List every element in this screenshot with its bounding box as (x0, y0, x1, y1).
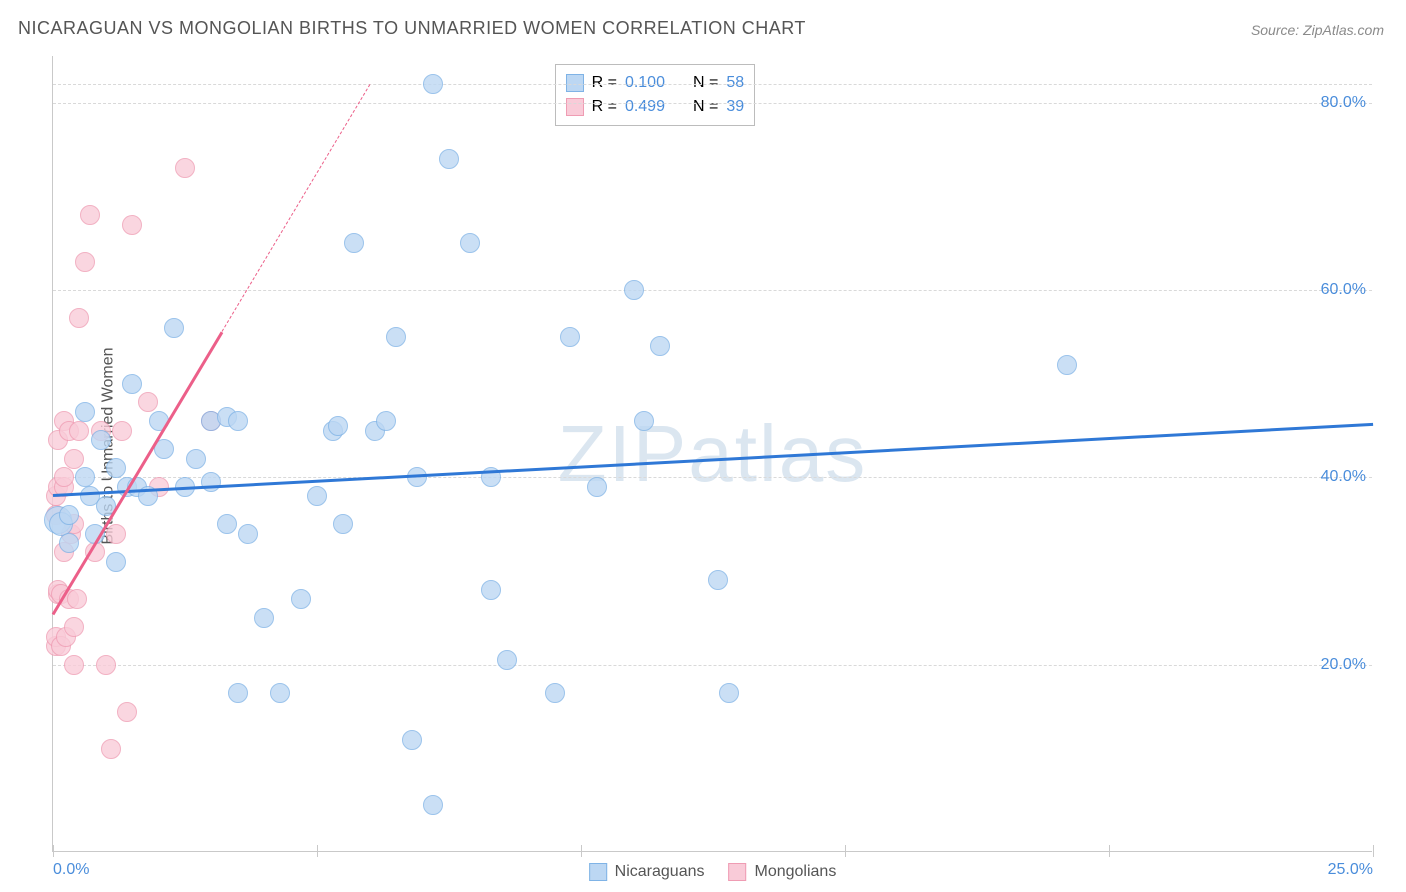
scatter-point-mongolians (117, 702, 137, 722)
scatter-point-nicaraguans (91, 430, 111, 450)
x-tick-mark (1109, 845, 1110, 857)
scatter-point-nicaraguans (307, 486, 327, 506)
scatter-point-nicaraguans (481, 580, 501, 600)
x-tick-mark (845, 845, 846, 857)
legend: Nicaraguans Mongolians (589, 863, 837, 881)
gridline-h (53, 84, 1372, 85)
scatter-point-nicaraguans (270, 683, 290, 703)
scatter-point-mongolians (69, 421, 89, 441)
scatter-point-nicaraguans (423, 74, 443, 94)
chart-title: NICARAGUAN VS MONGOLIAN BIRTHS TO UNMARR… (18, 18, 806, 39)
scatter-point-mongolians (67, 589, 87, 609)
scatter-point-nicaraguans (59, 533, 79, 553)
legend-item: Mongolians (729, 863, 837, 881)
y-tick-label: 60.0% (1321, 281, 1366, 299)
trendline-nicaraguans (53, 423, 1373, 497)
trendline-mongolians-dash (222, 84, 371, 331)
scatter-point-nicaraguans (497, 650, 517, 670)
y-tick-label: 40.0% (1321, 468, 1366, 486)
source-attribution: Source: ZipAtlas.com (1251, 22, 1384, 38)
scatter-point-mongolians (64, 655, 84, 675)
stats-n-value: 58 (726, 71, 744, 95)
scatter-point-mongolians (106, 524, 126, 544)
stats-n-label: N = (693, 95, 718, 119)
scatter-point-nicaraguans (106, 552, 126, 572)
scatter-point-nicaraguans (164, 318, 184, 338)
x-tick-label: 25.0% (1328, 861, 1373, 879)
stats-n-value: 39 (726, 95, 744, 119)
scatter-point-nicaraguans (460, 233, 480, 253)
scatter-point-nicaraguans (587, 477, 607, 497)
y-tick-label: 20.0% (1321, 656, 1366, 674)
gridline-h (53, 290, 1372, 291)
stats-r-value: 0.499 (625, 95, 665, 119)
scatter-point-nicaraguans (75, 467, 95, 487)
scatter-point-nicaraguans (122, 374, 142, 394)
scatter-point-mongolians (122, 215, 142, 235)
gridline-h (53, 103, 1372, 104)
scatter-point-mongolians (64, 617, 84, 637)
scatter-point-mongolians (75, 252, 95, 272)
scatter-point-nicaraguans (344, 233, 364, 253)
scatter-point-nicaraguans (560, 327, 580, 347)
scatter-point-mongolians (96, 655, 116, 675)
x-tick-mark (53, 845, 54, 857)
scatter-point-nicaraguans (1057, 355, 1077, 375)
stats-row: R = 0.499 N = 39 (566, 95, 745, 119)
scatter-point-nicaraguans (634, 411, 654, 431)
x-tick-mark (317, 845, 318, 857)
scatter-point-nicaraguans (291, 589, 311, 609)
legend-swatch (589, 863, 607, 881)
scatter-point-nicaraguans (386, 327, 406, 347)
scatter-point-nicaraguans (217, 514, 237, 534)
stats-swatch (566, 98, 584, 116)
scatter-point-nicaraguans (333, 514, 353, 534)
scatter-point-nicaraguans (59, 505, 79, 525)
stats-r-label: R = (592, 71, 617, 95)
scatter-point-nicaraguans (719, 683, 739, 703)
stats-r-value: 0.100 (625, 71, 665, 95)
scatter-point-nicaraguans (439, 149, 459, 169)
legend-item: Nicaraguans (589, 863, 705, 881)
scatter-point-nicaraguans (328, 416, 348, 436)
scatter-point-nicaraguans (545, 683, 565, 703)
scatter-point-nicaraguans (708, 570, 728, 590)
scatter-point-nicaraguans (650, 336, 670, 356)
scatter-point-nicaraguans (186, 449, 206, 469)
stats-box: R = 0.100 N = 58 R = 0.499 N = 39 (555, 64, 756, 126)
scatter-point-mongolians (64, 449, 84, 469)
scatter-point-mongolians (138, 392, 158, 412)
legend-label: Nicaraguans (615, 863, 705, 881)
scatter-point-nicaraguans (254, 608, 274, 628)
x-tick-label: 0.0% (53, 861, 89, 879)
scatter-point-mongolians (69, 308, 89, 328)
stats-swatch (566, 74, 584, 92)
scatter-point-mongolians (80, 205, 100, 225)
legend-swatch (729, 863, 747, 881)
scatter-point-nicaraguans (228, 683, 248, 703)
scatter-point-nicaraguans (201, 472, 221, 492)
x-tick-mark (1373, 845, 1374, 857)
y-tick-label: 80.0% (1321, 94, 1366, 112)
scatter-point-mongolians (101, 739, 121, 759)
scatter-point-mongolians (54, 467, 74, 487)
stats-r-label: R = (592, 95, 617, 119)
scatter-point-nicaraguans (402, 730, 422, 750)
gridline-h (53, 665, 1372, 666)
stats-row: R = 0.100 N = 58 (566, 71, 745, 95)
stats-n-label: N = (693, 71, 718, 95)
scatter-point-nicaraguans (376, 411, 396, 431)
scatter-point-nicaraguans (228, 411, 248, 431)
legend-label: Mongolians (755, 863, 837, 881)
scatter-point-nicaraguans (624, 280, 644, 300)
x-tick-mark (581, 845, 582, 857)
scatter-point-nicaraguans (423, 795, 443, 815)
scatter-point-nicaraguans (75, 402, 95, 422)
plot-area: ZIPatlas R =0.100N =58R =0.499N =39 Nica… (52, 56, 1372, 852)
scatter-point-mongolians (175, 158, 195, 178)
scatter-point-nicaraguans (106, 458, 126, 478)
scatter-point-mongolians (112, 421, 132, 441)
gridline-h (53, 477, 1372, 478)
scatter-point-nicaraguans (238, 524, 258, 544)
